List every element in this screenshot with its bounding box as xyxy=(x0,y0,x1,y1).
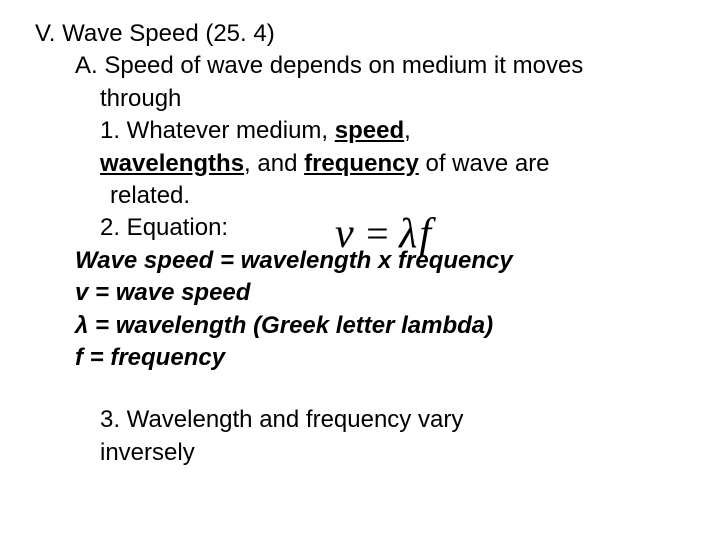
spacer xyxy=(30,374,690,404)
keyword-frequency: frequency xyxy=(304,150,419,177)
equation-formula: v = λf xyxy=(335,210,433,258)
outline-item-a-line1: A. Speed of wave depends on medium it mo… xyxy=(30,50,690,82)
equation-equals: = xyxy=(366,211,389,256)
equation-f: f xyxy=(419,211,433,257)
equation-text-4: f = frequency xyxy=(30,342,690,374)
text-span: of wave are xyxy=(419,150,550,177)
equation-v: v xyxy=(335,211,356,257)
outline-point-1-line1: 1. Whatever medium, speed, xyxy=(30,115,690,147)
outline-point-1-line2: wavelengths, and frequency of wave are xyxy=(30,148,690,180)
text-span: , xyxy=(404,117,411,144)
equation-text-3: λ = wavelength (Greek letter lambda) xyxy=(30,310,690,342)
keyword-wavelengths: wavelengths xyxy=(100,150,244,177)
text-span: 1. Whatever medium, xyxy=(100,117,335,144)
outline-heading: V. Wave Speed (25. 4) xyxy=(30,18,690,50)
keyword-speed: speed xyxy=(335,117,404,144)
outline-point-1-line3: related. xyxy=(30,180,690,212)
equation-lambda: λ xyxy=(399,211,419,257)
text-span: , and xyxy=(244,150,304,177)
equation-text-2: v = wave speed xyxy=(30,277,690,309)
outline-point-3-line1: 3. Wavelength and frequency vary xyxy=(30,404,690,436)
outline-point-3-line2: inversely xyxy=(30,437,690,469)
outline-item-a-line2: through xyxy=(30,83,690,115)
